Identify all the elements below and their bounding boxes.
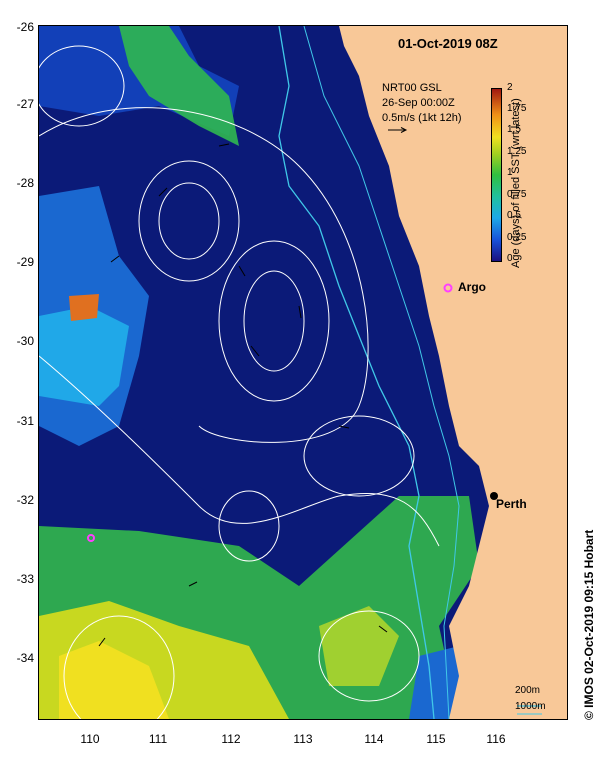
x-tick-label: 116 [486,732,506,746]
map-title: 01-Oct-2019 08Z [398,36,498,51]
isobath-label-1000m: 1000m [515,701,546,712]
x-tick-label: 111 [148,732,168,746]
isobath-1000m [278,26,435,719]
y-tick-label: -27 [16,97,34,111]
vector-scale-arrow [388,127,408,133]
y-tick-label: -33 [16,572,34,586]
colorbar-tick: 0.25 [507,232,527,243]
colorbar [491,88,502,262]
sst-patch [39,306,129,406]
perth-label: Perth [496,497,527,511]
colorbar-tick: 2 [507,82,513,93]
ssh-contours [39,45,440,719]
product-label: NRT00 GSL [382,82,442,94]
colorbar-tick: 0.75 [507,189,527,200]
map-panel [38,25,568,720]
colorbar-tick: 1.5 [507,124,521,135]
y-tick-label: -28 [16,176,34,190]
land-area [339,26,567,719]
isobath-label-200m: 200m [515,685,541,696]
x-tick-label: 114 [364,732,384,746]
x-tick-label: 115 [426,732,446,746]
x-tick-label: 113 [293,732,313,746]
sst-patch [69,294,99,321]
vector-scale-label: 0.5m/s (1kt 12h) [382,112,462,124]
copyright-text: © IMOS 02-Oct-2019 09:15 Hobart [582,529,596,720]
product-date: 26-Sep 00:00Z [382,97,455,109]
perth-marker [490,492,498,500]
colorbar-tick: 0 [507,253,513,264]
colorbar-title: Age (days) of filled SST (wrt latest) [510,98,522,268]
argo-label: Argo [458,280,486,294]
y-tick-label: -29 [16,255,34,269]
argo-marker [443,283,453,293]
y-tick-label: -30 [16,334,34,348]
colorbar-tick: 1.75 [507,103,527,114]
y-tick-label: -26 [16,20,34,34]
sst-map [39,26,567,719]
colorbar-tick: 1 [507,167,513,178]
x-tick-label: 110 [80,732,100,746]
x-tick-label: 112 [221,732,241,746]
colorbar-tick: 1.25 [507,146,527,157]
argo-marker-2 [87,534,95,542]
sst-patch [59,641,169,719]
colorbar-tick: 0.5 [507,210,521,221]
y-tick-label: -32 [16,493,34,507]
isobath-200m [303,26,460,719]
velocity-arrows [98,143,388,647]
y-tick-label: -34 [16,651,34,665]
y-tick-label: -31 [16,414,34,428]
